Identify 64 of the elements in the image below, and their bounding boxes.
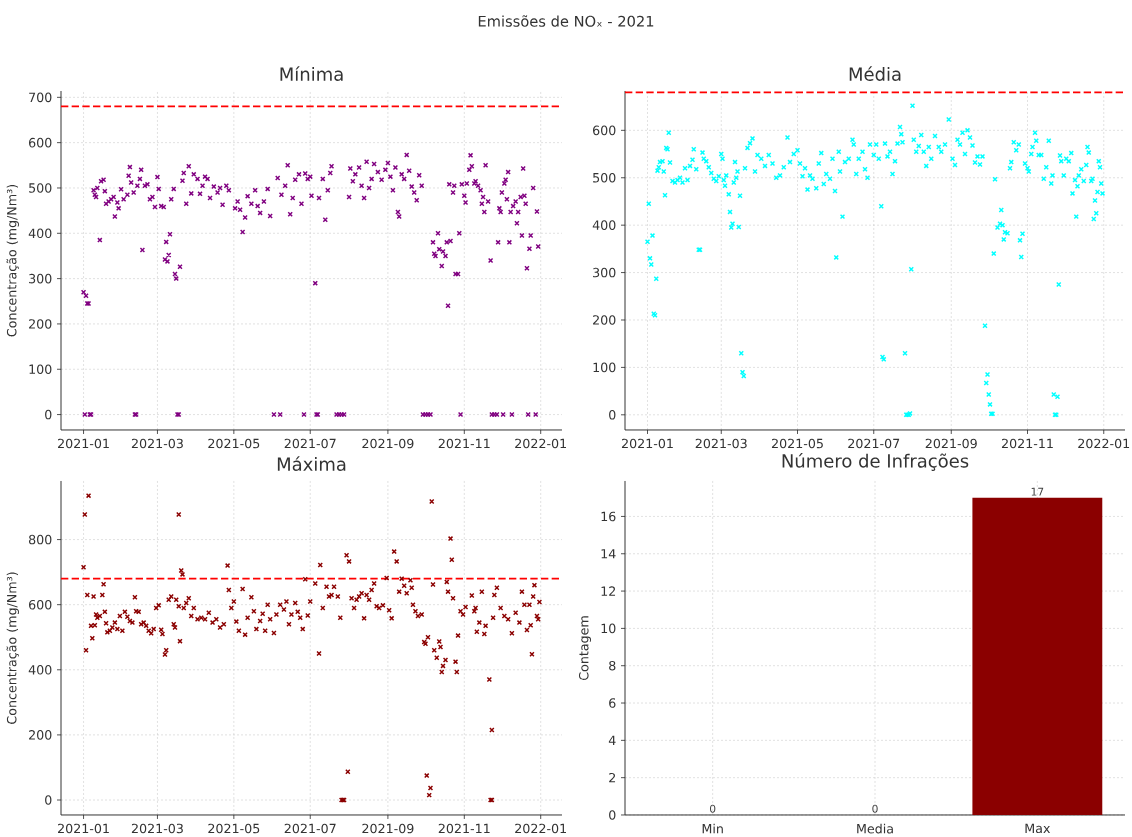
y-tick-label: 600	[28, 137, 52, 148]
y-tick-label: 0	[609, 410, 616, 420]
x-tick-label: 2021-11	[438, 823, 490, 834]
data-label: 0	[872, 804, 878, 813]
y-tick-label: 500	[593, 172, 616, 183]
x-tick-label: 2021-03	[131, 823, 183, 834]
data-label: 17	[1031, 487, 1044, 496]
x-tick-label: Media	[857, 823, 893, 834]
x-tick-label: 2021-01	[58, 438, 109, 449]
x-tick-label: 2021-07	[284, 823, 336, 834]
y-tick-label: 300	[29, 273, 52, 284]
y-tick-label: 100	[593, 362, 616, 373]
y-tick-label: 200	[593, 315, 616, 325]
y-axis-title: Concentração (mg/Nm³)	[6, 572, 19, 724]
y-tick-label: 0	[609, 810, 616, 820]
y-tick-label: 500	[29, 183, 52, 193]
y-tick-label: 100	[29, 364, 52, 375]
x-tick-label: 2021-05	[208, 438, 260, 449]
y-tick-label: 400	[28, 664, 52, 675]
x-tick-label: 2021-09	[362, 438, 414, 449]
x-tick-label: 2021-05	[771, 438, 823, 449]
y-tick-label: 600	[593, 125, 616, 136]
y-tick-label: 0	[45, 409, 52, 420]
chart-title: Número de Infrações	[782, 453, 969, 471]
y-axis-title: Concentração (mg/Nm³)	[6, 184, 19, 337]
chart-title: Máxima	[277, 456, 346, 471]
x-tick-label: 2021-05	[208, 823, 260, 834]
y-tick-label: 10	[601, 623, 616, 634]
x-tick-label: 2021-07	[848, 438, 900, 449]
x-tick-label: 2021-01	[621, 438, 673, 449]
x-tick-label: 2021-07	[284, 438, 336, 449]
y-tick-label: 4	[608, 735, 616, 745]
chart-title: Mínima	[280, 66, 343, 81]
y-tick-label: 0	[45, 795, 52, 805]
x-tick-label: 2021-09	[925, 438, 977, 449]
y-tick-label: 12	[601, 586, 616, 596]
x-tick-label: 2022-01	[515, 438, 566, 449]
y-tick-label: 200	[29, 319, 52, 329]
x-tick-label: 2021-01	[58, 823, 109, 834]
x-tick-label: 2021-03	[131, 438, 183, 449]
x-tick-label: 2022-01	[515, 823, 566, 834]
x-tick-label: Max	[1025, 823, 1051, 834]
y-tick-label: 6	[609, 698, 616, 708]
y-tick-label: 800	[28, 534, 52, 545]
x-tick-label: 2022-01	[1078, 438, 1130, 449]
y-tick-label: 700	[29, 92, 52, 103]
y-tick-label: 400	[592, 220, 616, 230]
chart-title: Média	[849, 66, 901, 81]
x-tick-label: 2021-11	[438, 438, 490, 449]
x-tick-label: 2021-09	[362, 823, 414, 834]
data-label: 0	[709, 804, 716, 813]
y-tick-label: 200	[29, 730, 52, 740]
x-tick-label: 2021-11	[1001, 438, 1053, 449]
y-tick-label: 300	[593, 267, 616, 278]
x-tick-label: 2021-03	[695, 438, 747, 449]
y-tick-label: 400	[28, 228, 52, 239]
text: Emissões de NOₓ - 2021	[478, 15, 654, 27]
y-axis-title: Contagem	[578, 616, 592, 681]
y-tick-label: 600	[28, 599, 52, 610]
y-tick-label: 8	[609, 660, 616, 671]
y-tick-label: 16	[601, 511, 616, 522]
y-tick-label: 14	[601, 549, 616, 559]
y-tick-label: 2	[609, 772, 616, 783]
x-tick-label: Min	[702, 823, 723, 834]
